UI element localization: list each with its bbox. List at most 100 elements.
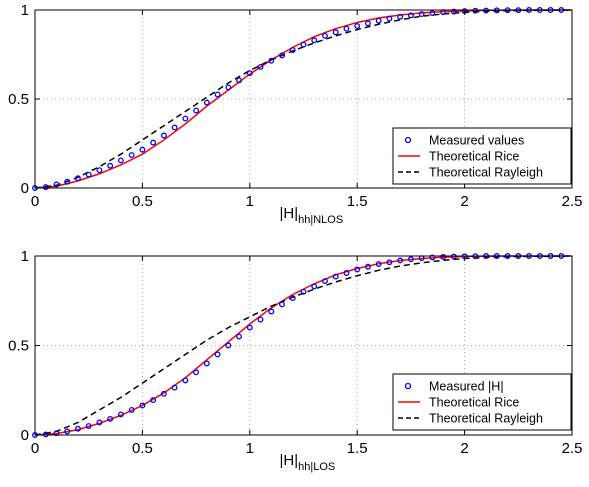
- measured-point: [171, 384, 178, 391]
- measured-point: [107, 415, 114, 422]
- measured-point: [354, 23, 361, 29]
- legend-box: [392, 373, 572, 431]
- measured-point: [279, 301, 285, 308]
- measured-point: [332, 273, 339, 280]
- measured-point: [386, 15, 393, 22]
- measured-point: [75, 425, 81, 432]
- y-tick-label: 1: [21, 248, 29, 265]
- measured-point: [343, 25, 350, 32]
- y-tick-label: 0.5: [8, 338, 29, 355]
- rayleigh-line: [34, 255, 573, 436]
- x-axis-label-main: |H|: [280, 452, 299, 469]
- measured-point: [128, 152, 135, 159]
- measured-point: [182, 377, 189, 384]
- legend-rice-line-label: Theoretical Rice: [429, 396, 519, 410]
- measured-point: [343, 270, 350, 276]
- measured-point: [257, 64, 264, 70]
- measured-point: [236, 333, 243, 340]
- measured-point: [193, 107, 200, 114]
- measured-point: [128, 406, 135, 413]
- measured-point: [300, 288, 307, 295]
- x-tick-label: 0: [31, 440, 39, 457]
- measured-point: [64, 178, 71, 185]
- measured-point: [117, 157, 124, 164]
- x-tick-label: 1.5: [347, 440, 368, 457]
- x-tick-label: 0.5: [132, 193, 153, 210]
- legend-measured-marker: [404, 382, 412, 390]
- x-tick-label: 1: [246, 440, 254, 457]
- x-tick-label: 1: [246, 193, 254, 210]
- panel-nlos: 0 0.5 1 1.5 2 2.5 0 0.5 1 |H|hh|NLOS Measured valu…: [8, 2, 582, 226]
- measured-point: [397, 13, 404, 20]
- measured-point: [182, 115, 189, 122]
- measured-point: [289, 295, 296, 302]
- measured-point: [107, 162, 114, 169]
- measured-point: [268, 57, 275, 64]
- measured-point: [139, 146, 146, 153]
- x-axis-label-subscript: hh|NLOS: [298, 214, 343, 226]
- measured-point: [96, 167, 103, 174]
- measured-point: [236, 77, 243, 84]
- measured-point: [450, 8, 457, 15]
- measured-point: [429, 10, 436, 16]
- legend-rayleigh-line-label: Theoretical Rayleigh: [429, 412, 543, 426]
- measured-point: [375, 261, 382, 268]
- measured-point: [225, 84, 232, 91]
- measured-point: [483, 7, 490, 14]
- measured-point: [300, 41, 307, 48]
- x-tick-label: 0.5: [132, 440, 153, 457]
- x-tick-label: 2: [460, 440, 468, 457]
- panel-los: 0 0.5 1 1.5 2 2.5 0 0.5 1 |H|hh|LOS Measured |H| Th…: [8, 248, 582, 473]
- measured-point: [364, 20, 371, 27]
- x-tick-label: 1.5: [347, 193, 368, 210]
- measured-point: [332, 29, 339, 36]
- measured-point: [85, 423, 92, 429]
- y-tick-label: 0: [21, 427, 29, 444]
- legend-rayleigh-line-label: Theoretical Rayleigh: [429, 166, 543, 180]
- measured-point: [322, 278, 328, 285]
- measured-point: [429, 254, 436, 261]
- measured-point: [64, 428, 71, 435]
- x-tick-label: 2.5: [562, 440, 583, 457]
- legend: Measured |H| Theoretical Rice Theoretical …: [392, 373, 572, 431]
- measured-point: [440, 253, 447, 260]
- measured-point: [472, 7, 479, 14]
- legend-rice-line-label: Theoretical Rice: [429, 150, 519, 164]
- measured-point: [407, 256, 414, 263]
- measured-point: [53, 430, 60, 437]
- measured-point: [42, 184, 49, 191]
- y-tick-label: 0: [21, 180, 29, 197]
- x-axis-label-main: |H|: [280, 205, 299, 222]
- x-tick-label: 2: [460, 193, 468, 210]
- measured-point: [279, 52, 285, 59]
- measured-point: [268, 308, 275, 315]
- measured-point: [214, 351, 221, 358]
- measured-point: [42, 431, 49, 438]
- measured-point: [289, 47, 296, 53]
- measured-point: [53, 181, 60, 188]
- legend-measured-marker: [404, 136, 412, 144]
- measured-point: [246, 70, 253, 77]
- measured-point: [139, 402, 146, 409]
- x-axis-label: |H|hh|LOS: [280, 452, 336, 473]
- measured-point: [407, 12, 414, 19]
- measured-point: [375, 17, 382, 24]
- measured-point: [75, 175, 81, 182]
- measured-point: [311, 37, 318, 44]
- x-tick-label: 0: [31, 193, 39, 210]
- x-tick-label: 2.5: [562, 193, 583, 210]
- y-tick-label: 0.5: [8, 91, 29, 108]
- x-axis-label-subscript: hh|LOS: [298, 461, 335, 473]
- measured-point: [160, 390, 167, 397]
- measured-point: [257, 316, 264, 323]
- measured-point: [96, 419, 103, 426]
- measured-point: [85, 171, 92, 178]
- measured-point: [397, 257, 404, 264]
- legend-measured-label: Measured values: [429, 134, 524, 148]
- measured-point: [354, 266, 361, 273]
- measured-point: [246, 324, 253, 331]
- measured-point: [117, 411, 124, 418]
- measured-point: [311, 283, 318, 290]
- y-tick-label: 1: [21, 2, 29, 19]
